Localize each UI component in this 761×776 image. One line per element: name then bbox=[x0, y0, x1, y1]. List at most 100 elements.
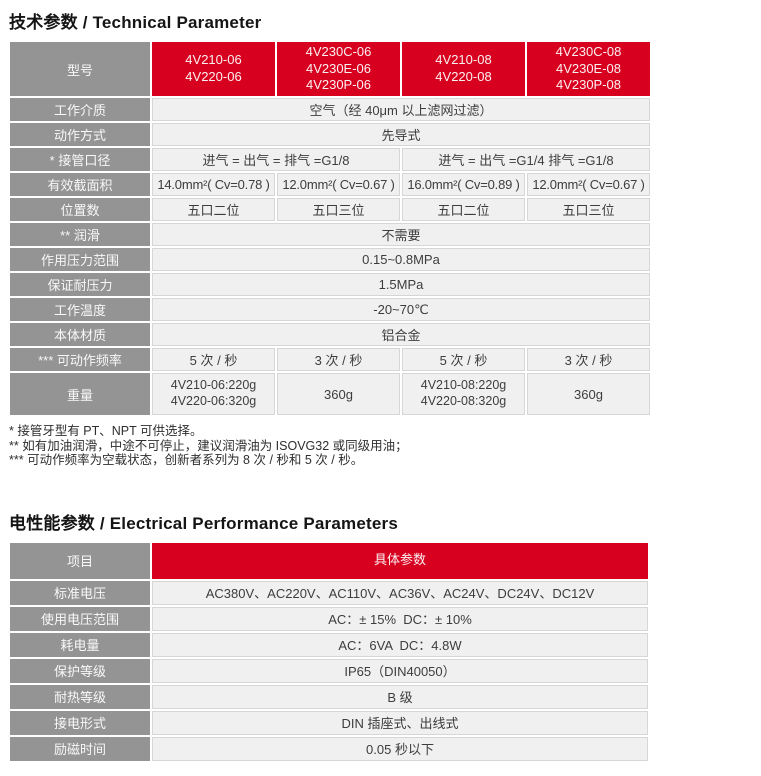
frequency-value: 3 次 / 秒 bbox=[277, 348, 400, 371]
model-corner-label: 型号 bbox=[10, 42, 150, 96]
voltage-range-value: AC：± 15% DC：± 10% bbox=[152, 606, 648, 631]
model-cell-3: 4V210-08 4V220-08 bbox=[402, 42, 525, 96]
frequency-value: 5 次 / 秒 bbox=[152, 348, 275, 371]
row-actuation-type: 动作方式 先导式 bbox=[10, 123, 650, 146]
row-label: 接电形式 bbox=[10, 710, 150, 735]
weight-line: 4V220-08:320g bbox=[420, 394, 507, 408]
effective-area-value: 12.0mm²( Cv=0.67 ) bbox=[527, 173, 650, 196]
row-heat-resistance: 耐热等级 B 级 bbox=[10, 684, 648, 709]
lubrication-value: 不需要 bbox=[152, 223, 650, 246]
effective-area-value: 14.0mm²( Cv=0.78 ) bbox=[152, 173, 275, 196]
row-protection-class: 保护等级 IP65（DIN40050） bbox=[10, 658, 648, 683]
model-header-row: 型号 4V210-06 4V220-06 4V230C-06 4V230E-06… bbox=[10, 42, 650, 96]
technical-section-title: 技术参数 / Technical Parameter bbox=[9, 13, 262, 32]
row-label: 励磁时间 bbox=[10, 736, 150, 761]
port-size-right: 进气 = 出气 =G1/4 排气 =G1/8 bbox=[402, 148, 650, 171]
footnote-1: * 接管牙型有 PT、NPT 可供选择。 bbox=[9, 424, 203, 438]
row-body-material: 本体材质 铝合金 bbox=[10, 323, 650, 346]
frequency-value: 3 次 / 秒 bbox=[527, 348, 650, 371]
model-name: 4V220-08 bbox=[435, 69, 492, 84]
row-label: ** 润滑 bbox=[10, 223, 150, 246]
effective-area-value: 16.0mm²( Cv=0.89 ) bbox=[402, 173, 525, 196]
weight-value-1: 4V210-06:220g 4V220-06:320g bbox=[152, 373, 275, 415]
body-material-value: 铝合金 bbox=[152, 323, 650, 346]
standard-voltage-value: AC380V、AC220V、AC110V、AC36V、AC24V、DC24V、D… bbox=[152, 580, 648, 605]
model-name: 4V230P-08 bbox=[555, 77, 622, 93]
row-proof-pressure: 保证耐压力 1.5MPa bbox=[10, 273, 650, 296]
row-label: 工作温度 bbox=[10, 298, 150, 321]
frequency-value: 5 次 / 秒 bbox=[402, 348, 525, 371]
model-name: 4V220-06 bbox=[185, 69, 242, 84]
model-name: 4V230E-08 bbox=[555, 60, 622, 76]
positions-value: 五口三位 bbox=[277, 198, 400, 221]
model-cell-2: 4V230C-06 4V230E-06 4V230P-06 bbox=[277, 42, 400, 96]
technical-footnotes: * 接管牙型有 PT、NPT 可供选择。 ** 如有加油润滑，中途不可停止，建议… bbox=[9, 424, 761, 468]
row-power-consumption: 耗电量 AC：6VA DC：4.8W bbox=[10, 632, 648, 657]
effective-area-value: 12.0mm²( Cv=0.67 ) bbox=[277, 173, 400, 196]
electrical-section-title: 电性能参数 / Electrical Performance Parameter… bbox=[9, 513, 398, 533]
model-name: 4V230P-06 bbox=[305, 77, 372, 93]
row-label: *** 可动作频率 bbox=[10, 348, 150, 371]
port-size-left: 进气 = 出气 = 排气 =G1/8 bbox=[152, 148, 400, 171]
item-header-label: 项目 bbox=[10, 542, 150, 579]
row-label: 重量 bbox=[10, 373, 150, 415]
row-label: 使用电压范围 bbox=[10, 606, 150, 631]
row-effective-area: 有效截面积 14.0mm²( Cv=0.78 ) 12.0mm²( Cv=0.6… bbox=[10, 173, 650, 196]
weight-value-3: 4V210-08:220g 4V220-08:320g bbox=[402, 373, 525, 415]
model-name: 4V210-08 bbox=[435, 52, 492, 68]
model-name: 4V230C-06 bbox=[305, 43, 372, 59]
row-connection-type: 接电形式 DIN 插座式、出线式 bbox=[10, 710, 648, 735]
heat-resistance-value: B 级 bbox=[152, 684, 648, 709]
working-medium-value: 空气（经 40μm 以上滤网过滤） bbox=[152, 98, 650, 121]
temperature-value: -20~70℃ bbox=[152, 298, 650, 321]
row-port-size: * 接管口径 进气 = 出气 = 排气 =G1/8 进气 = 出气 =G1/4 … bbox=[10, 148, 650, 171]
positions-value: 五口二位 bbox=[402, 198, 525, 221]
row-label: 保证耐压力 bbox=[10, 273, 150, 296]
row-label: 保护等级 bbox=[10, 658, 150, 683]
row-label: 工作介质 bbox=[10, 98, 150, 121]
pressure-range-value: 0.15~0.8MPa bbox=[152, 248, 650, 271]
protection-class-value: IP65（DIN40050） bbox=[152, 658, 648, 683]
row-weight: 重量 4V210-06:220g 4V220-06:320g 360g 4V21… bbox=[10, 373, 650, 415]
row-label: 动作方式 bbox=[10, 123, 150, 146]
weight-value-2: 360g bbox=[277, 373, 400, 415]
positions-value: 五口二位 bbox=[152, 198, 275, 221]
positions-value: 五口三位 bbox=[527, 198, 650, 221]
footnote-2: ** 如有加油润滑，中途不可停止，建议润滑油为 ISOVG32 或同级用油； bbox=[9, 438, 408, 453]
row-voltage-range: 使用电压范围 AC：± 15% DC：± 10% bbox=[10, 606, 648, 631]
row-temperature: 工作温度 -20~70℃ bbox=[10, 298, 650, 321]
row-positions: 位置数 五口二位 五口三位 五口二位 五口三位 bbox=[10, 198, 650, 221]
row-standard-voltage: 标准电压 AC380V、AC220V、AC110V、AC36V、AC24V、DC… bbox=[10, 580, 648, 605]
row-label: 位置数 bbox=[10, 198, 150, 221]
model-name: 4V210-06 bbox=[185, 52, 242, 68]
footnote-3: *** 可动作频率为空载状态，创新者系列为 8 次 / 秒和 5 次 / 秒。 bbox=[9, 453, 364, 468]
weight-line: 4V210-06:220g bbox=[170, 378, 257, 393]
model-name: 4V230C-08 bbox=[555, 43, 622, 59]
row-label: 耐热等级 bbox=[10, 684, 150, 709]
row-label: 本体材质 bbox=[10, 323, 150, 346]
row-label: * 接管口径 bbox=[10, 148, 150, 171]
model-cell-1: 4V210-06 4V220-06 bbox=[152, 42, 275, 96]
weight-line: 4V220-06:320g bbox=[170, 394, 257, 408]
electrical-parameter-table: 项目 具体参数 标准电压 AC380V、AC220V、AC110V、AC36V、… bbox=[8, 541, 650, 763]
excitation-time-value: 0.05 秒以下 bbox=[152, 736, 648, 761]
connection-type-value: DIN 插座式、出线式 bbox=[152, 710, 648, 735]
row-frequency: *** 可动作频率 5 次 / 秒 3 次 / 秒 5 次 / 秒 3 次 / … bbox=[10, 348, 650, 371]
row-excitation-time: 励磁时间 0.05 秒以下 bbox=[10, 736, 648, 761]
proof-pressure-value: 1.5MPa bbox=[152, 273, 650, 296]
row-working-medium: 工作介质 空气（经 40μm 以上滤网过滤） bbox=[10, 98, 650, 121]
row-label: 耗电量 bbox=[10, 632, 150, 657]
row-pressure-range: 作用压力范围 0.15~0.8MPa bbox=[10, 248, 650, 271]
actuation-type-value: 先导式 bbox=[152, 123, 650, 146]
power-consumption-value: AC：6VA DC：4.8W bbox=[152, 632, 648, 657]
weight-value-4: 360g bbox=[527, 373, 650, 415]
value-header-label: 具体参数 bbox=[152, 542, 648, 579]
row-label: 有效截面积 bbox=[10, 173, 150, 196]
weight-line: 4V210-08:220g bbox=[420, 378, 507, 393]
model-cell-4: 4V230C-08 4V230E-08 4V230P-08 bbox=[527, 42, 650, 96]
row-label: 标准电压 bbox=[10, 580, 150, 605]
technical-parameter-table: 型号 4V210-06 4V220-06 4V230C-06 4V230E-06… bbox=[8, 40, 652, 417]
row-label: 作用压力范围 bbox=[10, 248, 150, 271]
model-name: 4V230E-06 bbox=[305, 60, 372, 76]
electrical-header-row: 项目 具体参数 bbox=[10, 542, 648, 579]
